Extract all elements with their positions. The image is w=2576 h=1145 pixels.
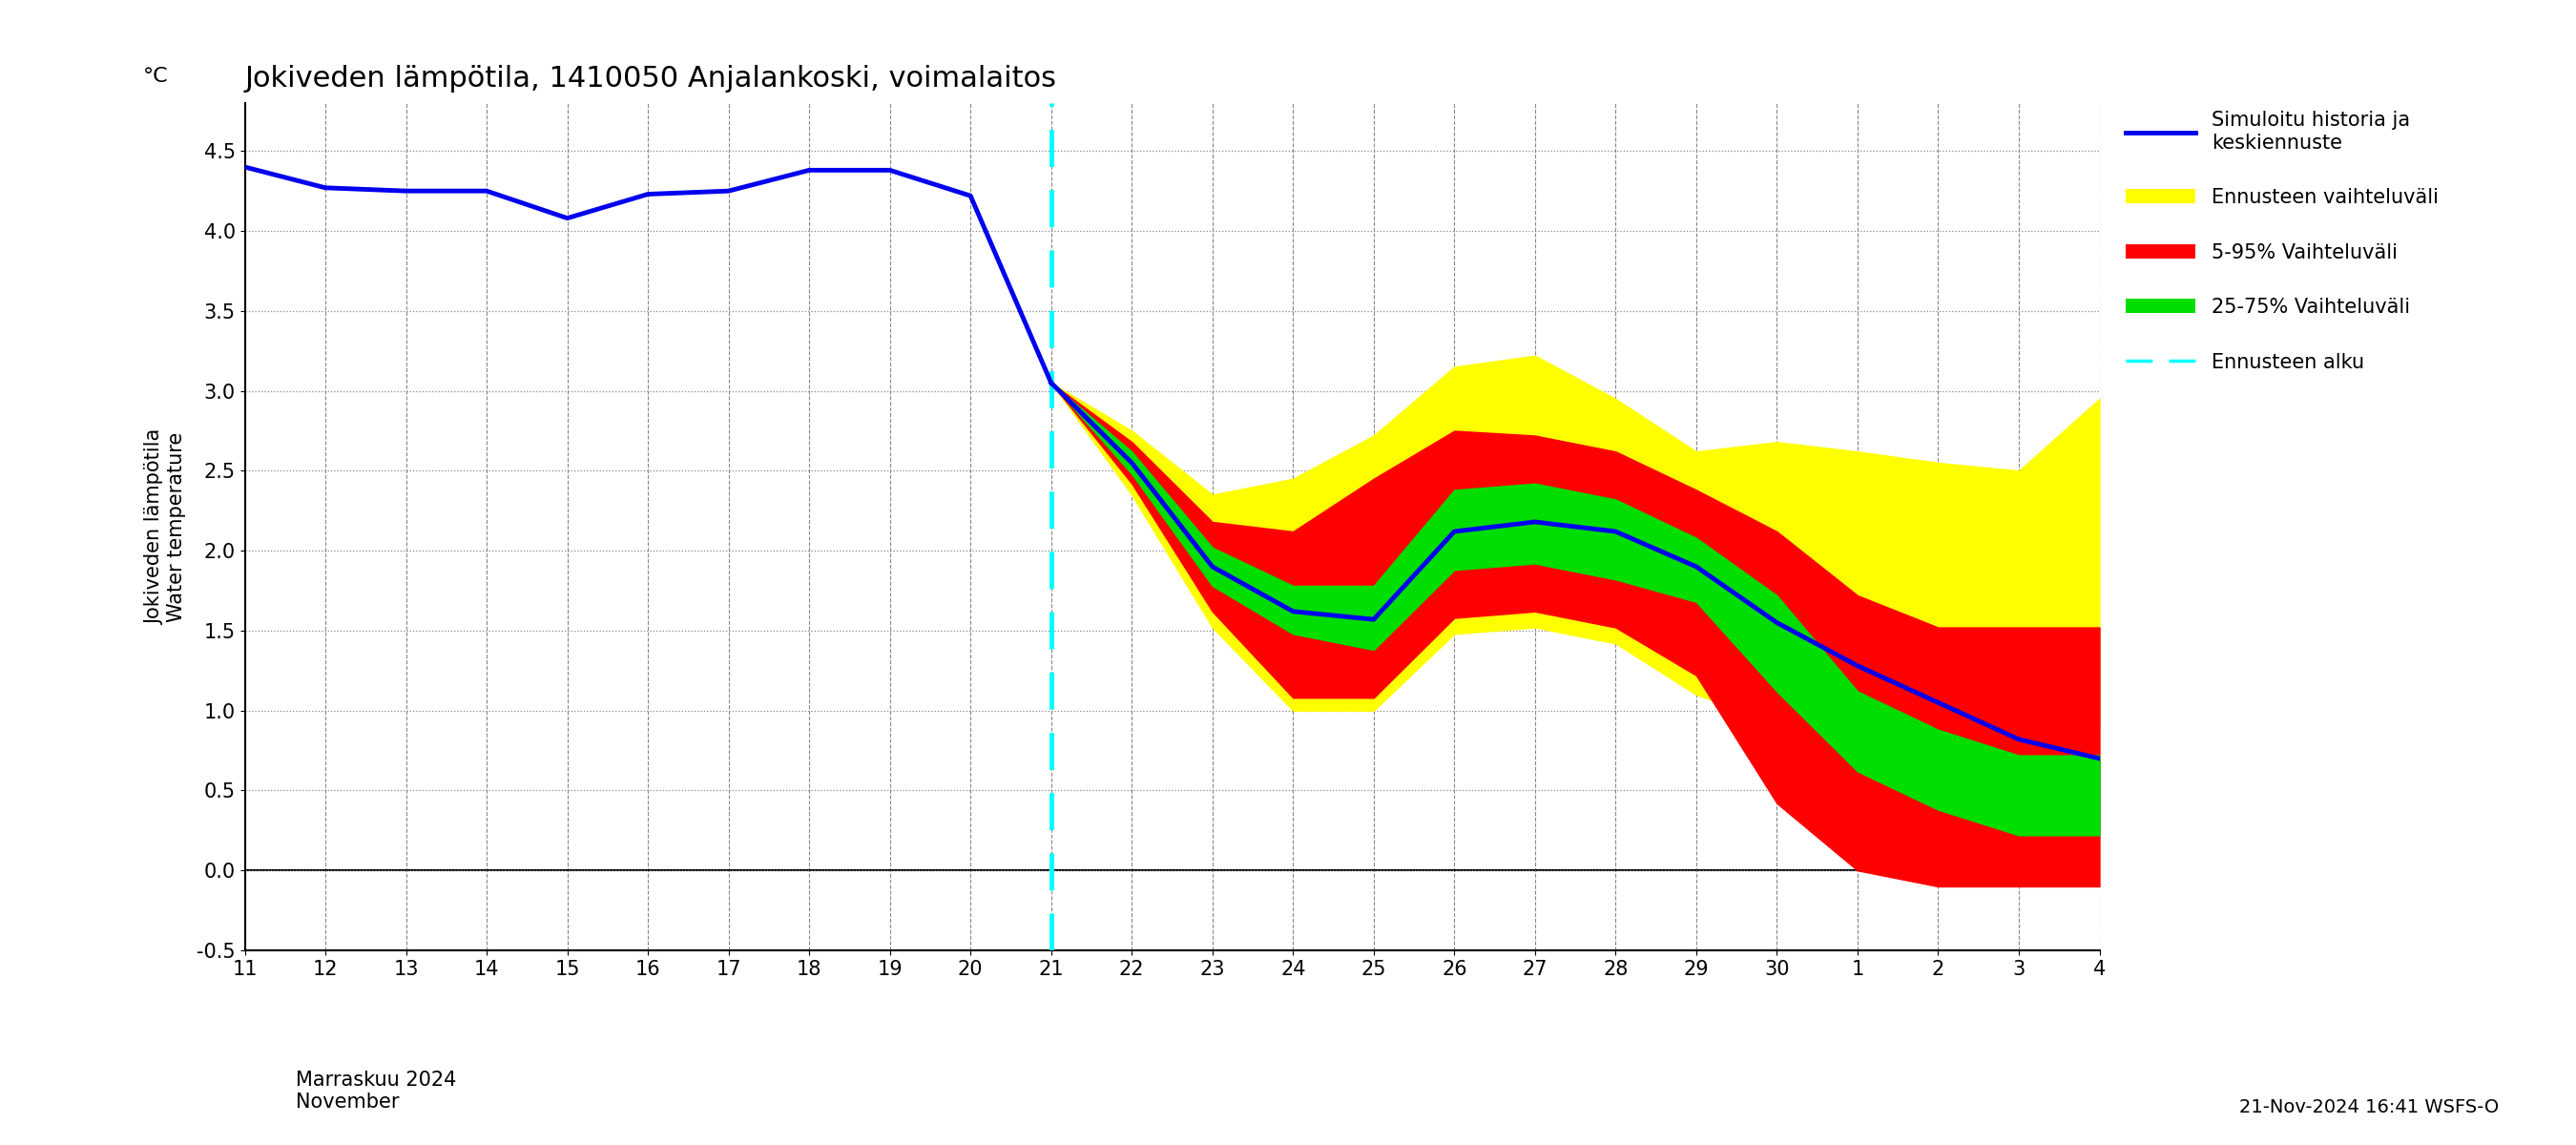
Text: Jokiveden lämpötila, 1410050 Anjalankoski, voimalaitos: Jokiveden lämpötila, 1410050 Anjalankosk… — [245, 65, 1056, 93]
Text: Marraskuu 2024
November: Marraskuu 2024 November — [296, 1071, 456, 1112]
Y-axis label: Jokiveden lämpötila
Water temperature: Jokiveden lämpötila Water temperature — [144, 428, 185, 625]
Text: °C: °C — [144, 68, 167, 86]
Legend: Simuloitu historia ja
keskiennuste, Ennusteen vaihteluväli, 5-95% Vaihteluväli, : Simuloitu historia ja keskiennuste, Ennu… — [2117, 103, 2447, 380]
Text: 21-Nov-2024 16:41 WSFS-O: 21-Nov-2024 16:41 WSFS-O — [2239, 1098, 2499, 1116]
